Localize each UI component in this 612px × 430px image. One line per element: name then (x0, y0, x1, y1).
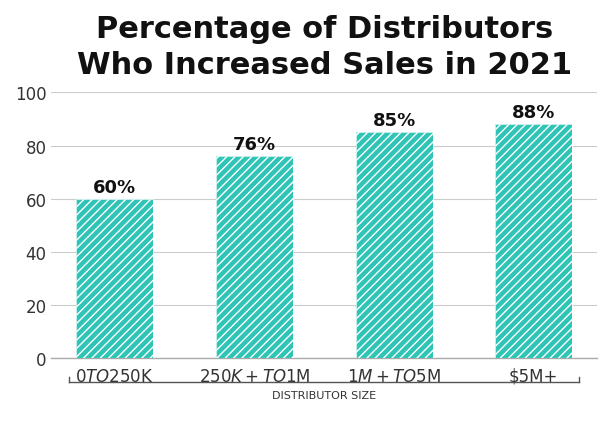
Text: DISTRIBUTOR SIZE: DISTRIBUTOR SIZE (272, 390, 376, 400)
Text: 60%: 60% (93, 178, 136, 196)
Text: 88%: 88% (512, 104, 556, 122)
Bar (356, 133, 433, 359)
Bar (356, 133, 433, 359)
Text: 85%: 85% (373, 112, 416, 130)
Bar (495, 125, 572, 359)
Bar (495, 125, 572, 359)
Title: Percentage of Distributors
Who Increased Sales in 2021: Percentage of Distributors Who Increased… (76, 15, 572, 80)
Bar (76, 200, 153, 359)
Bar (76, 200, 153, 359)
Bar (216, 157, 293, 359)
Bar (216, 157, 293, 359)
Text: 76%: 76% (233, 136, 276, 154)
